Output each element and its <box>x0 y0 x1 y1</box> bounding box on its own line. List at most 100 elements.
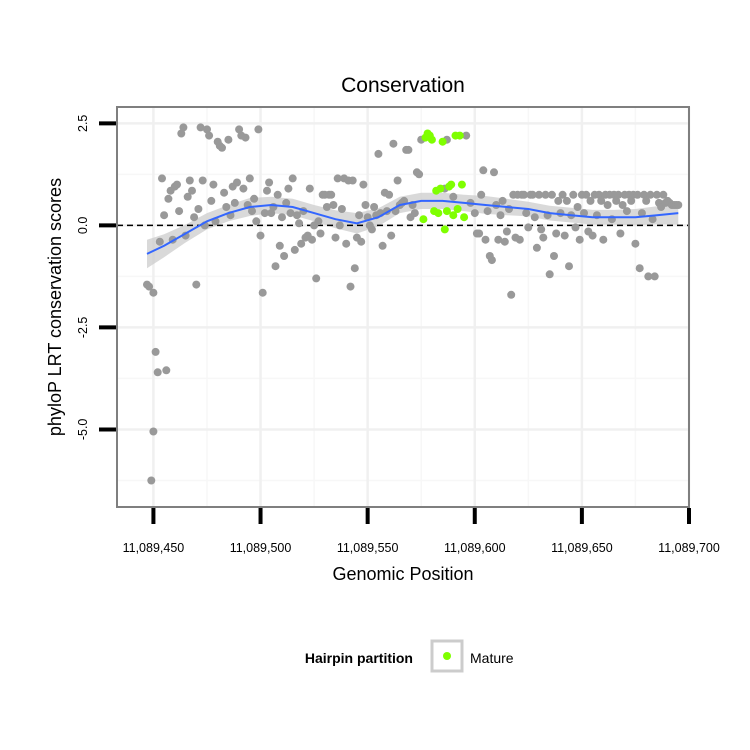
x-tick-label: 11,089,650 <box>551 541 613 555</box>
mature-point <box>457 180 466 189</box>
data-point <box>370 203 379 211</box>
data-point <box>597 196 606 205</box>
data-point <box>235 125 244 134</box>
data-point <box>618 201 627 209</box>
data-point <box>650 272 659 281</box>
data-point <box>239 184 248 193</box>
data-point <box>539 233 548 242</box>
mature-point <box>460 213 469 222</box>
data-point <box>322 203 331 211</box>
legend: Hairpin partition Mature <box>305 639 514 673</box>
data-point <box>265 178 274 187</box>
data-point <box>631 239 640 248</box>
data-point <box>218 143 226 152</box>
data-point <box>241 133 250 142</box>
data-point <box>524 223 533 232</box>
data-point <box>275 241 284 250</box>
data-point <box>348 176 357 185</box>
data-point <box>158 174 166 183</box>
data-point <box>490 168 498 177</box>
mature-point <box>438 137 447 146</box>
data-point <box>173 180 181 189</box>
mature-point <box>453 205 462 213</box>
data-point <box>151 347 160 356</box>
data-point <box>329 201 338 209</box>
data-point <box>580 209 588 218</box>
data-point <box>250 194 259 203</box>
data-point <box>153 368 162 377</box>
y-tick-label: 0.0 <box>76 217 90 234</box>
legend-key-mature <box>443 652 451 660</box>
data-point <box>449 192 458 201</box>
data-point <box>286 209 295 218</box>
data-point <box>483 207 492 216</box>
data-point <box>410 209 419 218</box>
data-point <box>393 176 402 185</box>
data-point <box>500 237 509 246</box>
data-point <box>263 186 271 195</box>
data-point <box>149 288 158 297</box>
data-point <box>145 282 154 291</box>
x-tick-label: 11,089,500 <box>230 541 292 555</box>
data-point <box>297 239 306 248</box>
data-point <box>350 264 359 273</box>
x-tick-label: 11,089,550 <box>337 541 399 555</box>
data-point <box>342 239 351 248</box>
data-point <box>522 209 531 218</box>
data-point <box>162 366 171 375</box>
data-point <box>652 190 661 199</box>
data-point <box>248 207 256 216</box>
data-point <box>616 229 625 238</box>
data-point <box>502 227 511 236</box>
data-point <box>205 131 214 140</box>
mature-point <box>442 207 451 216</box>
y-tick-label: -2.5 <box>76 317 90 339</box>
data-point <box>355 211 364 220</box>
data-point <box>588 231 597 240</box>
data-point <box>565 262 573 271</box>
data-point <box>361 201 370 209</box>
data-point <box>562 196 571 205</box>
data-point <box>674 201 683 209</box>
data-point <box>573 203 582 211</box>
data-point <box>644 272 653 281</box>
data-point <box>374 149 383 158</box>
data-point <box>470 209 479 218</box>
data-point <box>612 196 621 205</box>
data-point <box>633 190 642 199</box>
data-point <box>220 188 229 197</box>
data-point <box>192 280 201 289</box>
data-point <box>293 211 301 220</box>
data-point <box>642 196 651 205</box>
data-point <box>252 217 261 226</box>
data-point <box>507 290 516 299</box>
data-point <box>230 198 239 207</box>
x-tick-label: 11,089,600 <box>444 541 506 555</box>
data-point <box>160 211 169 220</box>
data-point <box>282 198 291 207</box>
data-point <box>222 203 231 211</box>
data-point <box>308 235 316 244</box>
data-point <box>603 201 612 209</box>
legend-label-mature: Mature <box>470 650 514 666</box>
data-point <box>312 274 321 283</box>
data-point <box>207 196 216 205</box>
data-point <box>245 174 254 183</box>
data-point <box>537 225 546 234</box>
data-point <box>337 205 346 213</box>
data-point <box>627 196 636 205</box>
data-point <box>599 235 608 244</box>
y-tick-label: 2.5 <box>76 115 90 132</box>
data-point <box>530 213 539 222</box>
data-point <box>359 180 368 189</box>
data-point <box>541 190 550 199</box>
data-point <box>183 192 192 201</box>
data-point <box>258 288 267 297</box>
mature-point <box>440 225 449 234</box>
y-tick-label: -5.0 <box>76 419 90 441</box>
data-point <box>280 252 289 260</box>
data-point <box>254 125 263 134</box>
data-point <box>387 231 396 240</box>
data-point <box>552 229 561 238</box>
